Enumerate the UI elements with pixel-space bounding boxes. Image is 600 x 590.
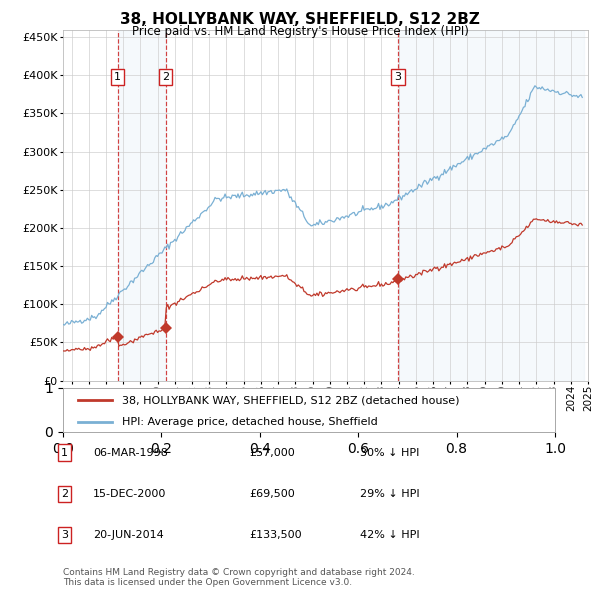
Text: 2: 2 [162,72,169,82]
Text: 06-MAR-1998: 06-MAR-1998 [93,448,168,457]
Bar [118,30,166,381]
Text: Price paid vs. HM Land Registry's House Price Index (HPI): Price paid vs. HM Land Registry's House … [131,25,469,38]
Text: 1: 1 [61,448,68,457]
Text: 38, HOLLYBANK WAY, SHEFFIELD, S12 2BZ: 38, HOLLYBANK WAY, SHEFFIELD, S12 2BZ [120,12,480,27]
Text: Contains HM Land Registry data © Crown copyright and database right 2024.: Contains HM Land Registry data © Crown c… [63,568,415,577]
Text: 20-JUN-2014: 20-JUN-2014 [93,530,164,540]
Text: 1: 1 [114,72,121,82]
Text: This data is licensed under the Open Government Licence v3.0.: This data is licensed under the Open Gov… [63,578,352,587]
Text: 30% ↓ HPI: 30% ↓ HPI [360,448,419,457]
Text: 2: 2 [61,489,68,499]
Text: 42% ↓ HPI: 42% ↓ HPI [360,530,419,540]
Text: 15-DEC-2000: 15-DEC-2000 [93,489,166,499]
Text: 29% ↓ HPI: 29% ↓ HPI [360,489,419,499]
Text: 3: 3 [61,530,68,540]
Text: £133,500: £133,500 [249,530,302,540]
Text: £57,000: £57,000 [249,448,295,457]
Text: £69,500: £69,500 [249,489,295,499]
Text: 38, HOLLYBANK WAY, SHEFFIELD, S12 2BZ (detached house): 38, HOLLYBANK WAY, SHEFFIELD, S12 2BZ (d… [122,395,460,405]
Text: 3: 3 [395,72,401,82]
Text: HPI: Average price, detached house, Sheffield: HPI: Average price, detached house, Shef… [122,417,378,427]
Bar [398,30,584,381]
